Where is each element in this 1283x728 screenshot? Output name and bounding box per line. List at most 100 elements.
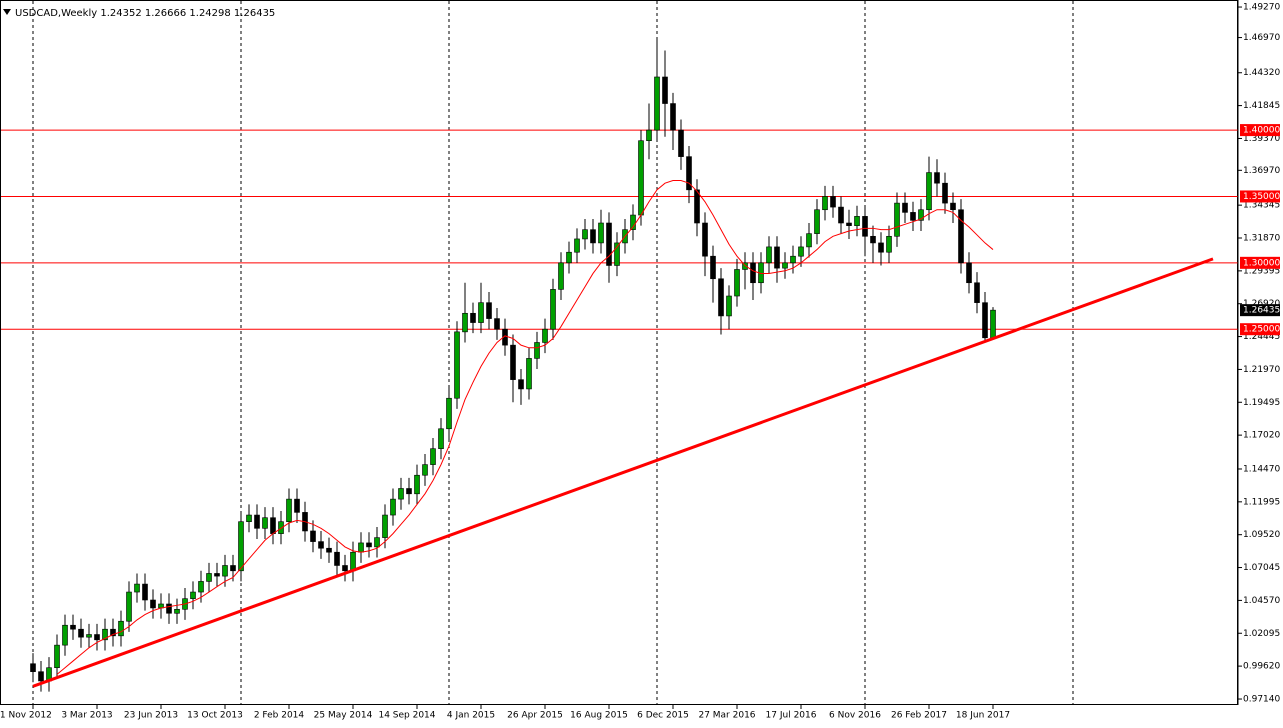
candle-body xyxy=(30,663,36,672)
candle-body xyxy=(654,76,660,131)
x-tick-label: 14 Sep 2014 xyxy=(378,711,435,721)
candle-body xyxy=(598,222,604,244)
x-tick-label: 23 Jun 2013 xyxy=(124,711,178,721)
candle-body xyxy=(470,312,476,323)
candle-body xyxy=(270,517,276,534)
y-tick-label: 1.24445 xyxy=(1243,332,1280,342)
candle-body xyxy=(630,214,636,230)
x-tick-label: 4 Jan 2015 xyxy=(447,711,495,721)
last-price-label: 1.26435 xyxy=(1243,306,1280,316)
plot-frame xyxy=(0,0,1238,705)
candle-body xyxy=(726,295,732,317)
level-label: 1.35000 xyxy=(1243,192,1280,202)
candle-body xyxy=(838,206,844,224)
y-tick-label: 0.99620 xyxy=(1243,662,1280,672)
x-tick-label: 18 Jun 2017 xyxy=(956,711,1010,721)
candle-body xyxy=(870,235,876,244)
y-tick-label: 1.41845 xyxy=(1243,101,1280,111)
candle-body xyxy=(174,608,180,614)
candle-body xyxy=(102,628,108,641)
candle-body xyxy=(486,302,492,319)
candle-body xyxy=(422,464,428,476)
candle-body xyxy=(358,542,364,553)
y-tick-label: 1.02095 xyxy=(1243,629,1280,639)
candle-body xyxy=(478,302,484,323)
candle-body xyxy=(694,189,700,224)
candle-body xyxy=(510,344,516,380)
level-label: 1.30000 xyxy=(1243,258,1280,268)
candle-body xyxy=(310,530,316,542)
y-tick-label: 1.46970 xyxy=(1243,33,1280,43)
x-tick-label: 17 Jul 2016 xyxy=(766,711,817,721)
candle-body xyxy=(454,331,460,399)
x-tick-label: 2 Feb 2014 xyxy=(254,711,305,721)
y-tick-label: 1.09520 xyxy=(1243,530,1280,540)
candle-body xyxy=(862,216,868,237)
y-tick-label: 1.29395 xyxy=(1243,266,1280,276)
candle-body xyxy=(142,583,148,601)
candle-body xyxy=(126,591,132,622)
level-label: 1.40000 xyxy=(1243,126,1280,136)
y-tick-label: 1.21970 xyxy=(1243,365,1280,375)
candle-body xyxy=(878,242,884,253)
candle-body xyxy=(702,222,708,257)
candle-body xyxy=(886,235,892,253)
candle-body xyxy=(774,246,780,269)
candle-body xyxy=(686,156,692,191)
candle-body xyxy=(822,196,828,211)
candle-body xyxy=(606,222,612,266)
x-tick-label: 6 Nov 2016 xyxy=(829,711,881,721)
level-tag xyxy=(1240,124,1280,137)
candle-body xyxy=(550,289,556,330)
candle-body xyxy=(374,537,380,548)
x-tick-label: 27 Mar 2016 xyxy=(698,711,755,721)
candle-body xyxy=(134,583,140,593)
y-tick-label: 0.97140 xyxy=(1243,695,1280,705)
candle-body xyxy=(246,514,252,522)
candle-body xyxy=(350,551,356,572)
level-tag xyxy=(1240,323,1280,336)
trend-line xyxy=(32,257,1214,688)
candle-body xyxy=(958,209,964,264)
candle-body xyxy=(214,573,220,577)
candle-body xyxy=(78,628,84,638)
candle-body xyxy=(334,551,340,566)
x-tick-label: 13 Oct 2013 xyxy=(187,711,243,721)
x-tick-label: 26 Apr 2015 xyxy=(507,711,563,721)
candle-body xyxy=(526,358,532,390)
last-price-tag xyxy=(1240,304,1280,317)
candle-body xyxy=(222,565,228,577)
candle-body xyxy=(750,262,756,284)
candle-body xyxy=(814,209,820,234)
candle-body xyxy=(846,222,852,226)
candle-body xyxy=(238,521,244,572)
candle-body xyxy=(38,671,44,682)
candle-body xyxy=(918,209,924,221)
candle-body xyxy=(278,521,284,534)
candle-body xyxy=(830,196,836,208)
candle-body xyxy=(990,309,996,339)
y-tick-label: 1.39370 xyxy=(1243,134,1280,144)
candle-body xyxy=(54,644,60,668)
candle-body xyxy=(166,603,172,614)
candle-body xyxy=(94,634,100,641)
candle-body xyxy=(646,129,652,142)
candle-body xyxy=(70,624,76,630)
candle-body xyxy=(790,255,796,264)
level-label: 1.25000 xyxy=(1243,325,1280,335)
candle-body xyxy=(430,448,436,465)
candle-body xyxy=(342,565,348,572)
y-tick-label: 1.49270 xyxy=(1243,3,1280,13)
candle-body xyxy=(398,488,404,500)
candle-body xyxy=(910,212,916,221)
level-tag xyxy=(1240,190,1280,203)
y-tick-label: 1.04570 xyxy=(1243,596,1280,606)
candle-body xyxy=(262,517,268,529)
candle-body xyxy=(206,573,212,582)
candle-body xyxy=(462,312,468,333)
y-tick-label: 1.36970 xyxy=(1243,166,1280,176)
candle-body xyxy=(638,140,644,216)
x-tick-label: 3 Mar 2013 xyxy=(61,711,112,721)
